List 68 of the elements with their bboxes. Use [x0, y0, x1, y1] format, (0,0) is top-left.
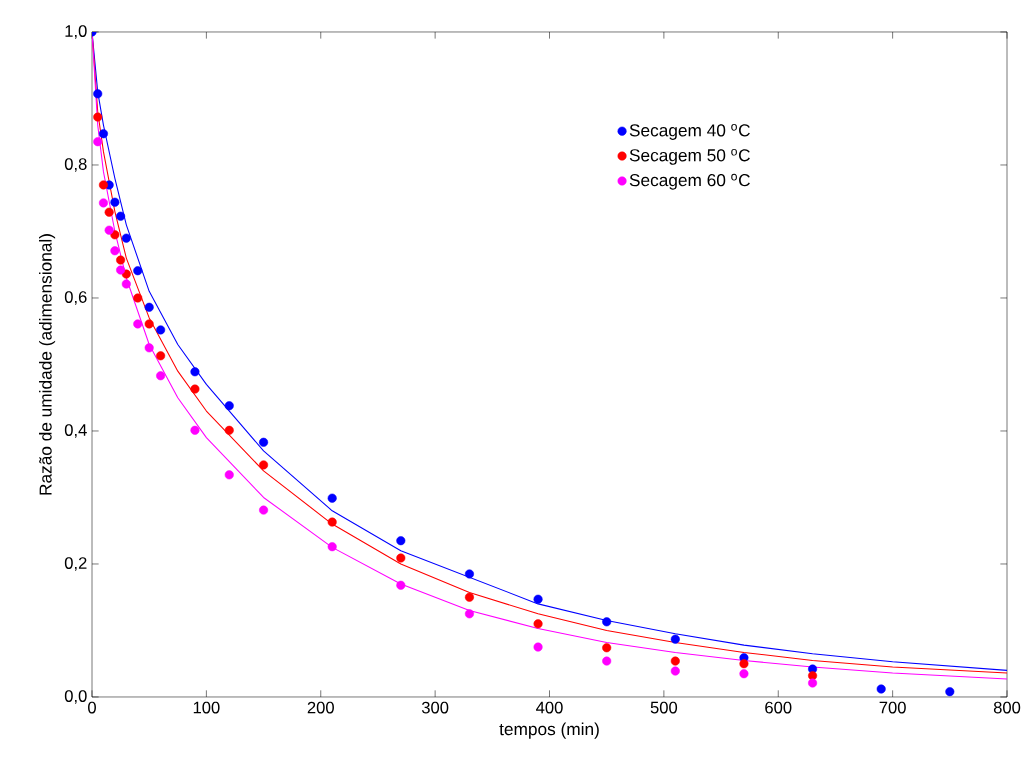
point — [670, 656, 680, 666]
point — [739, 669, 749, 679]
legend-label: Secagem 60 $^{o}$C — [629, 173, 750, 190]
x-tick-label: 300 — [421, 701, 449, 714]
point — [110, 246, 120, 256]
point — [533, 594, 543, 604]
point — [190, 384, 200, 394]
point — [116, 265, 126, 275]
point — [327, 542, 337, 552]
point — [156, 371, 166, 381]
point — [259, 437, 269, 447]
legend-label: Secagem 50 $^{o}$C — [629, 148, 750, 165]
point — [396, 553, 406, 563]
point — [464, 569, 474, 579]
point — [396, 580, 406, 590]
x-tick-label: 500 — [650, 701, 678, 714]
x-axis-title: tempos (min) — [499, 722, 599, 739]
point — [104, 207, 114, 217]
point — [808, 678, 818, 688]
x-tick-label: 600 — [765, 701, 792, 714]
point — [121, 279, 131, 289]
y-tick-label: 0,8 — [64, 158, 87, 172]
x-tick-label: 700 — [879, 701, 906, 714]
point — [670, 634, 680, 644]
point — [533, 642, 543, 652]
y-tick-label: 0,6 — [64, 291, 87, 305]
y-tick-label: 0,2 — [64, 557, 87, 571]
point — [104, 225, 114, 235]
point — [116, 255, 126, 265]
point — [396, 536, 406, 546]
point — [190, 425, 200, 435]
point — [464, 592, 474, 602]
point — [602, 643, 612, 653]
x-tick-label: 100 — [193, 701, 220, 714]
point — [533, 619, 543, 629]
point — [190, 367, 200, 377]
point — [144, 343, 154, 353]
point — [739, 659, 749, 669]
point — [464, 609, 474, 619]
point — [144, 319, 154, 329]
point — [602, 617, 612, 627]
point — [144, 302, 154, 312]
y-tick-label: 0,4 — [64, 424, 87, 438]
x-tick-label: 400 — [536, 701, 563, 714]
y-tick-label: 1,0 — [65, 25, 87, 39]
point — [116, 211, 126, 221]
point — [133, 319, 143, 329]
point — [133, 293, 143, 303]
point — [121, 233, 131, 243]
x-tick-label: 800 — [993, 701, 1021, 714]
point — [133, 266, 143, 276]
x-tick-label: 0 — [88, 701, 96, 714]
point — [110, 197, 120, 207]
point — [327, 493, 337, 503]
x-tick-label: 200 — [307, 701, 334, 714]
point — [224, 425, 234, 435]
point — [224, 401, 234, 411]
point — [224, 470, 234, 480]
point — [259, 460, 269, 470]
y-tick-label: 0,0 — [64, 690, 87, 704]
point — [327, 517, 337, 527]
point — [156, 351, 166, 361]
point — [670, 666, 680, 676]
point — [259, 505, 269, 515]
y-axis-title: Razão de umidade (adimensional) — [39, 234, 56, 495]
point — [156, 325, 166, 335]
point — [602, 656, 612, 666]
legend-label: Secagem 40 $^{o}$C — [629, 124, 750, 140]
